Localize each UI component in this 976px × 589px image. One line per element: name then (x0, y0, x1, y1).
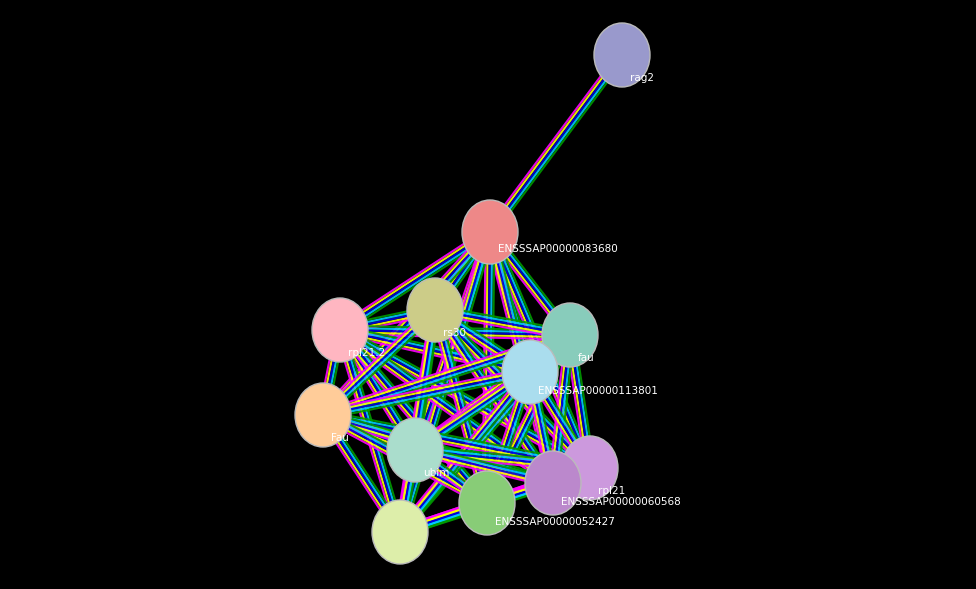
Text: rpl21: rpl21 (598, 486, 626, 496)
Ellipse shape (387, 418, 443, 482)
Text: ubim: ubim (423, 468, 449, 478)
Text: ENSSSAP00000052427: ENSSSAP00000052427 (495, 517, 615, 527)
Ellipse shape (312, 298, 368, 362)
Ellipse shape (462, 200, 518, 264)
Ellipse shape (295, 383, 351, 447)
Ellipse shape (502, 340, 558, 404)
Text: ENSSSAP00000060568: ENSSSAP00000060568 (561, 497, 680, 507)
Ellipse shape (562, 436, 618, 500)
Text: rpl21.2: rpl21.2 (348, 348, 386, 358)
Ellipse shape (459, 471, 515, 535)
Ellipse shape (542, 303, 598, 367)
Ellipse shape (594, 23, 650, 87)
Text: rag2: rag2 (630, 73, 654, 83)
Text: rs30: rs30 (443, 328, 466, 338)
Ellipse shape (525, 451, 581, 515)
Text: ENSSSAP00000083680: ENSSSAP00000083680 (498, 244, 618, 254)
Ellipse shape (372, 500, 428, 564)
Text: fau: fau (578, 353, 594, 363)
Ellipse shape (407, 278, 463, 342)
Text: Fau: Fau (331, 433, 348, 443)
Text: ENSSSAP00000113801: ENSSSAP00000113801 (538, 386, 658, 396)
